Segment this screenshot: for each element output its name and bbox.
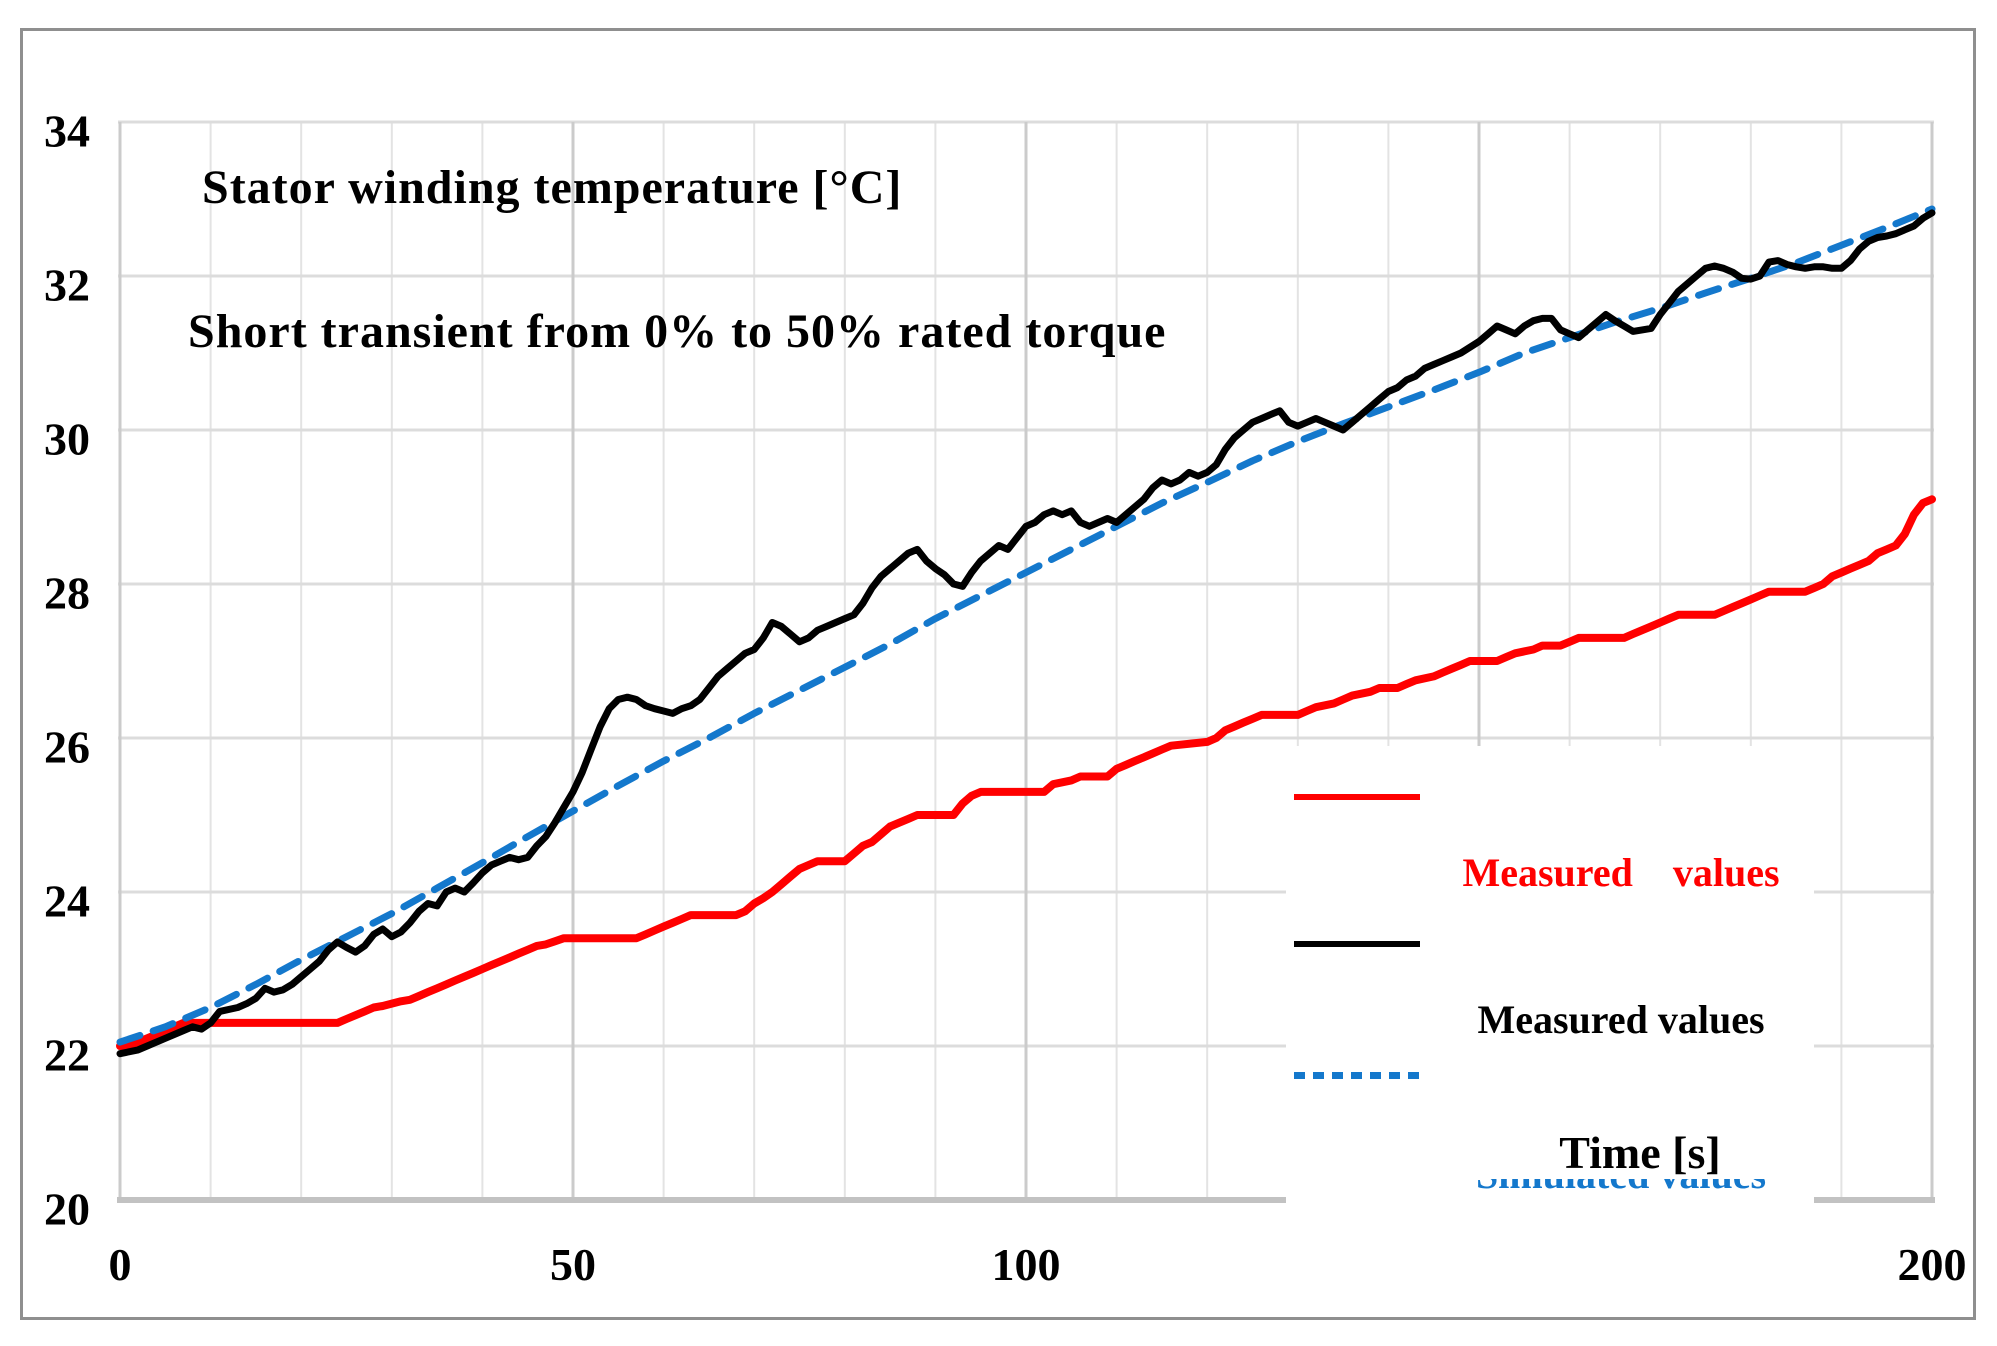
series-line-measured_rhm [116,209,1936,1058]
legend-black-line-sample [1294,941,1420,947]
legend-label-line: Measured values [1477,997,1765,1042]
y-tick-label: 30 [44,413,90,465]
chart-title: Stator winding temperature [°C] [202,161,903,214]
y-tick-label: 20 [44,1183,90,1235]
x-axis-title: Time [s] [1470,1126,1810,1179]
series-line-simulated [116,205,1936,1046]
y-tick-label: 34 [44,105,90,157]
x-tick-label: 0 [108,1239,132,1290]
figure-border [20,28,1976,1320]
x-tick-label: 200 [1897,1239,1967,1290]
legend-blue-dashed-line-sample [1294,1072,1420,1079]
y-tick-label: 22 [44,1029,90,1081]
x-tick-label: 50 [550,1239,596,1290]
series-line-measured_thermal [116,495,1936,1050]
y-tick-label: 28 [44,567,90,619]
legend-red-line-sample [1294,794,1420,800]
y-tick-label: 32 [44,259,90,311]
y-tick-label: 26 [44,721,90,773]
x-tick-label: 100 [991,1239,1061,1290]
chart-subtitle: Short transient from 0% to 50% rated tor… [188,305,1167,358]
legend-label-line: Measured values [1462,850,1780,895]
y-tick-label: 24 [44,875,90,927]
